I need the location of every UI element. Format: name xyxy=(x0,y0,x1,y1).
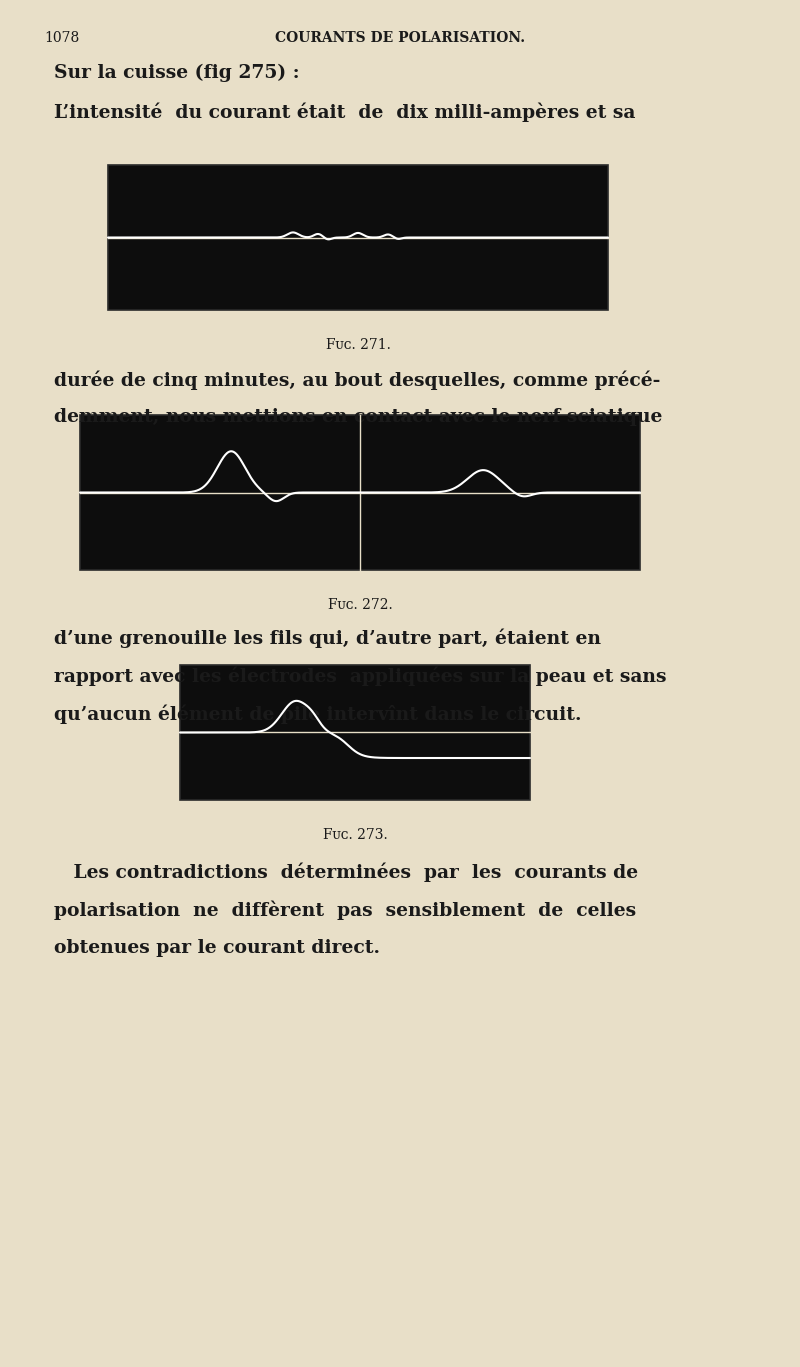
Text: Fᴜᴄ. 273.: Fᴜᴄ. 273. xyxy=(322,828,387,842)
Text: Les contradictions  déterminées  par  les  courants de: Les contradictions déterminées par les c… xyxy=(54,863,638,882)
Bar xyxy=(108,165,608,310)
Text: d’une grenouille les fils qui, d’autre part, étaient en: d’une grenouille les fils qui, d’autre p… xyxy=(54,627,602,648)
Bar xyxy=(180,664,530,800)
Text: polarisation  ne  diffèrent  pas  sensiblement  de  celles: polarisation ne diffèrent pas sensibleme… xyxy=(54,901,637,920)
Text: COURANTS DE POLARISATION.: COURANTS DE POLARISATION. xyxy=(275,30,525,45)
Text: rapport avec les électrodes  appliquées sur la peau et sans: rapport avec les électrodes appliquées s… xyxy=(54,666,667,686)
Bar xyxy=(80,416,640,570)
Text: demment, nous mettions en contact avec le nerf sciatique: demment, nous mettions en contact avec l… xyxy=(54,409,662,427)
Text: 1078: 1078 xyxy=(44,30,79,45)
Text: Fᴜᴄ. 272.: Fᴜᴄ. 272. xyxy=(328,597,392,612)
Text: Fᴜᴄ. 271.: Fᴜᴄ. 271. xyxy=(326,338,390,351)
Text: Sur la cuisse (fig 275) :: Sur la cuisse (fig 275) : xyxy=(54,64,300,82)
Text: L’intensité  du courant était  de  dix milli-ampères et sa: L’intensité du courant était de dix mill… xyxy=(54,103,636,122)
Text: qu’aucun élément de pile intervînt dans le circuit.: qu’aucun élément de pile intervînt dans … xyxy=(54,704,582,725)
Text: obtenues par le courant direct.: obtenues par le courant direct. xyxy=(54,939,381,957)
Text: durée de cinq minutes, au bout desquelles, comme précé-: durée de cinq minutes, au bout desquelle… xyxy=(54,370,661,390)
